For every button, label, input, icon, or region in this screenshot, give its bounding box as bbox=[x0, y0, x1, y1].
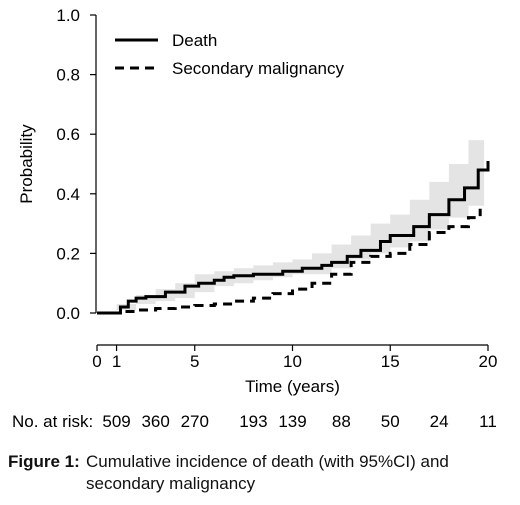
legend-label: Death bbox=[172, 31, 217, 50]
y-tick-label: 0.4 bbox=[56, 185, 80, 204]
x-tick-label: 0 bbox=[92, 352, 101, 371]
legend: Death Secondary malignancy bbox=[115, 31, 344, 78]
at-risk-value: 193 bbox=[239, 412, 267, 431]
y-tick-label: 0.2 bbox=[56, 244, 80, 263]
y-tick-label: 1.0 bbox=[56, 6, 80, 25]
at-risk-value: 270 bbox=[181, 412, 209, 431]
figure-caption: Figure 1: Cumulative incidence of death (… bbox=[8, 451, 514, 495]
caption-line-1: Cumulative incidence of death (with 95%C… bbox=[86, 452, 449, 471]
legend-label: Secondary malignancy bbox=[172, 59, 344, 78]
at-risk-value: 360 bbox=[141, 412, 169, 431]
series-line-death bbox=[97, 161, 490, 315]
y-tick-label: 0.6 bbox=[56, 125, 80, 144]
x-tick-label: 20 bbox=[479, 352, 498, 371]
x-tick-label: 15 bbox=[381, 352, 400, 371]
at-risk-value: 509 bbox=[102, 412, 130, 431]
y-tick-label: 0.0 bbox=[56, 304, 80, 323]
at-risk-value: 88 bbox=[332, 412, 351, 431]
at-risk-table: No. at risk: 509 360 270 193 139 88 50 24 11 bbox=[12, 412, 497, 431]
at-risk-label: No. at risk: bbox=[12, 412, 93, 431]
x-tick-label: 10 bbox=[283, 352, 302, 371]
x-axis-title: Time (years) bbox=[245, 377, 340, 396]
x-tick-label: 5 bbox=[190, 352, 199, 371]
at-risk-value: 139 bbox=[278, 412, 306, 431]
at-risk-value: 11 bbox=[479, 412, 497, 431]
x-tick-label: 1 bbox=[112, 352, 121, 371]
at-risk-value: 24 bbox=[430, 412, 449, 431]
series-layer bbox=[97, 161, 490, 315]
series-line-secondary-malignancy bbox=[97, 208, 482, 315]
at-risk-value: 50 bbox=[381, 412, 400, 431]
figure-label: Figure 1: bbox=[8, 452, 80, 471]
y-axis-title: Probability bbox=[17, 124, 36, 204]
ci-band-layer bbox=[97, 125, 485, 313]
caption-line-2: secondary malignancy bbox=[86, 474, 256, 493]
y-tick-label: 0.8 bbox=[56, 66, 80, 85]
ci-band-death bbox=[97, 125, 485, 313]
